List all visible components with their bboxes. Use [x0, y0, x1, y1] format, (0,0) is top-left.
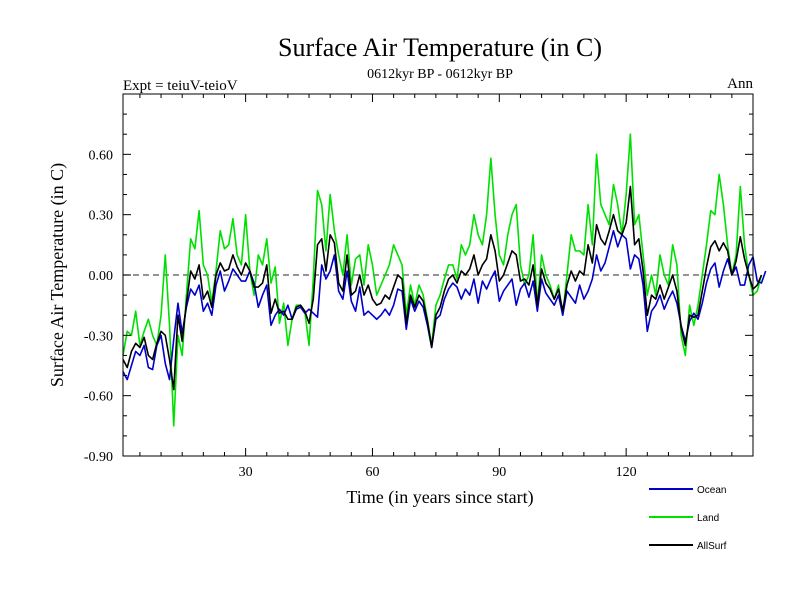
- legend-label-allsurf: AllSurf: [697, 541, 727, 552]
- experiment-label: Expt = teiuV-teioV: [123, 78, 238, 94]
- series-line-ocean: [122, 229, 767, 381]
- legend-label-ocean: Ocean: [697, 485, 726, 496]
- chart-title: Surface Air Temperature (in C): [278, 33, 602, 62]
- season-label: Ann: [727, 76, 753, 92]
- legend-label-land: Land: [697, 513, 719, 524]
- x-tick-label: 90: [492, 465, 506, 480]
- x-tick-label: 30: [239, 465, 253, 480]
- x-tick-label: 120: [616, 465, 637, 480]
- y-tick-label: -0.30: [84, 329, 113, 344]
- y-axis-label: Surface Air Temperature (in C): [47, 163, 68, 387]
- legend: Ocean Land AllSurf: [649, 485, 727, 552]
- chart-subtitle: 0612kyr BP - 0612kyr BP: [367, 67, 513, 82]
- series-line-land: [122, 133, 763, 427]
- plot-frame: [122, 93, 754, 457]
- y-tick-label: 0.30: [89, 209, 114, 224]
- series-layer: [122, 133, 767, 427]
- y-tick-label: -0.90: [84, 450, 113, 465]
- ticks-layer: -0.90 -0.60 -0.30 0.00 0.30 0.60 30 60 90 120: [84, 93, 753, 480]
- y-tick-label: 0.00: [89, 269, 114, 284]
- y-tick-label: -0.60: [84, 390, 113, 405]
- x-tick-label: 60: [365, 465, 379, 480]
- series-line-allsurf: [122, 185, 763, 391]
- y-tick-label: 0.60: [89, 148, 114, 163]
- x-axis-label: Time (in years since start): [346, 487, 533, 508]
